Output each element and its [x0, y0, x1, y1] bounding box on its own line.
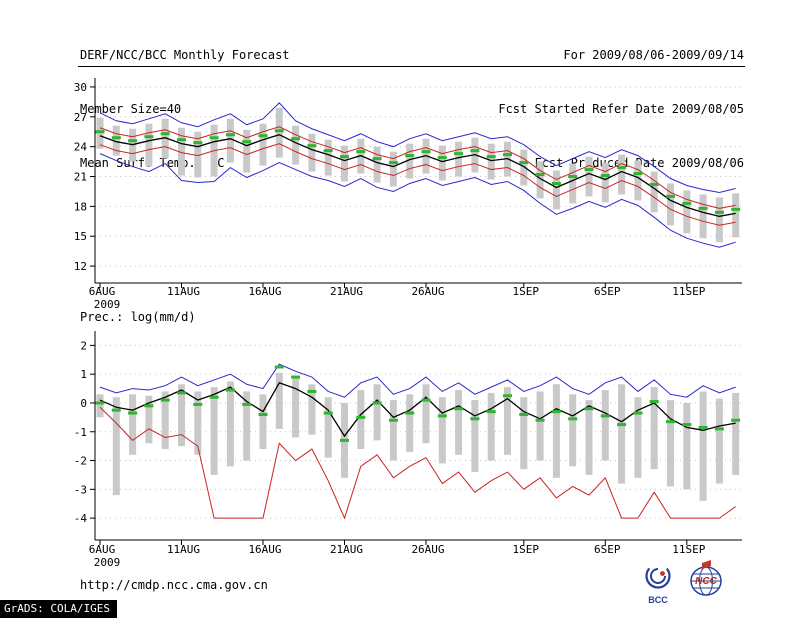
svg-text:16AUG: 16AUG — [248, 285, 281, 298]
svg-text:1SEP: 1SEP — [513, 285, 540, 298]
svg-text:24: 24 — [74, 141, 88, 154]
svg-text:6SEP: 6SEP — [594, 543, 621, 556]
series-ensemble-min — [99, 153, 736, 248]
series-lower-quartile — [99, 143, 736, 226]
ncc-logo: NCC — [690, 560, 722, 596]
header-divider — [78, 66, 745, 67]
svg-text:15: 15 — [74, 230, 87, 243]
svg-text:1: 1 — [80, 368, 87, 381]
svg-text:2009: 2009 — [94, 556, 121, 569]
website-url: http://cmdp.ncc.cma.gov.cn — [80, 578, 268, 592]
ncc-logo-flag — [702, 560, 711, 569]
plot-title: DERF/NCC/BCC Monthly Forecast — [80, 48, 290, 62]
series-upper-quartile — [99, 126, 736, 209]
bcc-logo-swirl-outer — [645, 563, 671, 589]
ncc-logo-text: NCC — [695, 576, 717, 587]
svg-text:2: 2 — [80, 339, 87, 352]
series-ensemble-min — [99, 406, 736, 520]
bcc-logo-text: BCC — [648, 595, 668, 605]
svg-text:12: 12 — [74, 260, 87, 273]
svg-text:0: 0 — [80, 397, 87, 410]
svg-text:26AUG: 26AUG — [411, 543, 444, 556]
refer-date-label: Fcst Started Refer Date 2009/08/05 — [498, 102, 744, 116]
svg-text:6AUG: 6AUG — [89, 285, 116, 298]
svg-text:-1: -1 — [74, 426, 87, 439]
series-spread-bar — [96, 107, 740, 243]
bcc-logo-dot — [660, 571, 665, 576]
axes: 12 15 18 21 24 27 30 6AUG 11AUG 16AUG 21AUG 26AUG 1S… — [74, 78, 742, 311]
svg-text:11SEP: 11SEP — [672, 543, 705, 556]
svg-text:26AUG: 26AUG — [411, 285, 444, 298]
svg-text:11SEP: 11SEP — [672, 285, 705, 298]
bcc-logo-swirl-inner — [650, 568, 666, 584]
svg-text:21AUG: 21AUG — [330, 543, 363, 556]
gridlines — [95, 344, 742, 519]
svg-text:-3: -3 — [74, 483, 87, 496]
svg-text:-4: -4 — [74, 512, 88, 525]
svg-text:27: 27 — [74, 111, 87, 124]
svg-text:6SEP: 6SEP — [594, 285, 621, 298]
series-ensemble-mean — [99, 134, 736, 217]
series-median-marker — [95, 129, 741, 214]
series-ensemble-max — [99, 102, 736, 193]
svg-text:2009: 2009 — [94, 298, 121, 311]
svg-text:1SEP: 1SEP — [513, 543, 540, 556]
forecast-range-label: For 2009/08/06-2009/09/14 — [563, 48, 744, 62]
series-median-marker — [95, 365, 741, 442]
bottom-chart-variable-label: Prec.: log(mm/d) — [80, 310, 196, 324]
svg-text:18: 18 — [74, 200, 87, 213]
series-ensemble-max — [99, 363, 736, 398]
surface-temperature-forecast: 12 15 18 21 24 27 30 6AUG 11AUG 16AUG 21AUG 26AUG 1S… — [74, 78, 742, 311]
member-size-label: Member Size=40 — [80, 102, 182, 116]
series-spread-bar — [96, 372, 740, 501]
svg-text:21AUG: 21AUG — [330, 285, 363, 298]
series-ensemble-mean — [99, 382, 736, 438]
svg-text:11AUG: 11AUG — [167, 285, 200, 298]
svg-text:6AUG: 6AUG — [89, 543, 116, 556]
svg-text:21: 21 — [74, 171, 87, 184]
svg-text:11AUG: 11AUG — [167, 543, 200, 556]
svg-text:16AUG: 16AUG — [248, 543, 281, 556]
svg-text:-2: -2 — [74, 455, 87, 468]
gridlines — [95, 86, 742, 267]
bcc-logo: BCC — [645, 563, 671, 605]
grads-credit: GrADS: COLA/IGES — [0, 600, 117, 618]
svg-text:30: 30 — [74, 81, 87, 94]
